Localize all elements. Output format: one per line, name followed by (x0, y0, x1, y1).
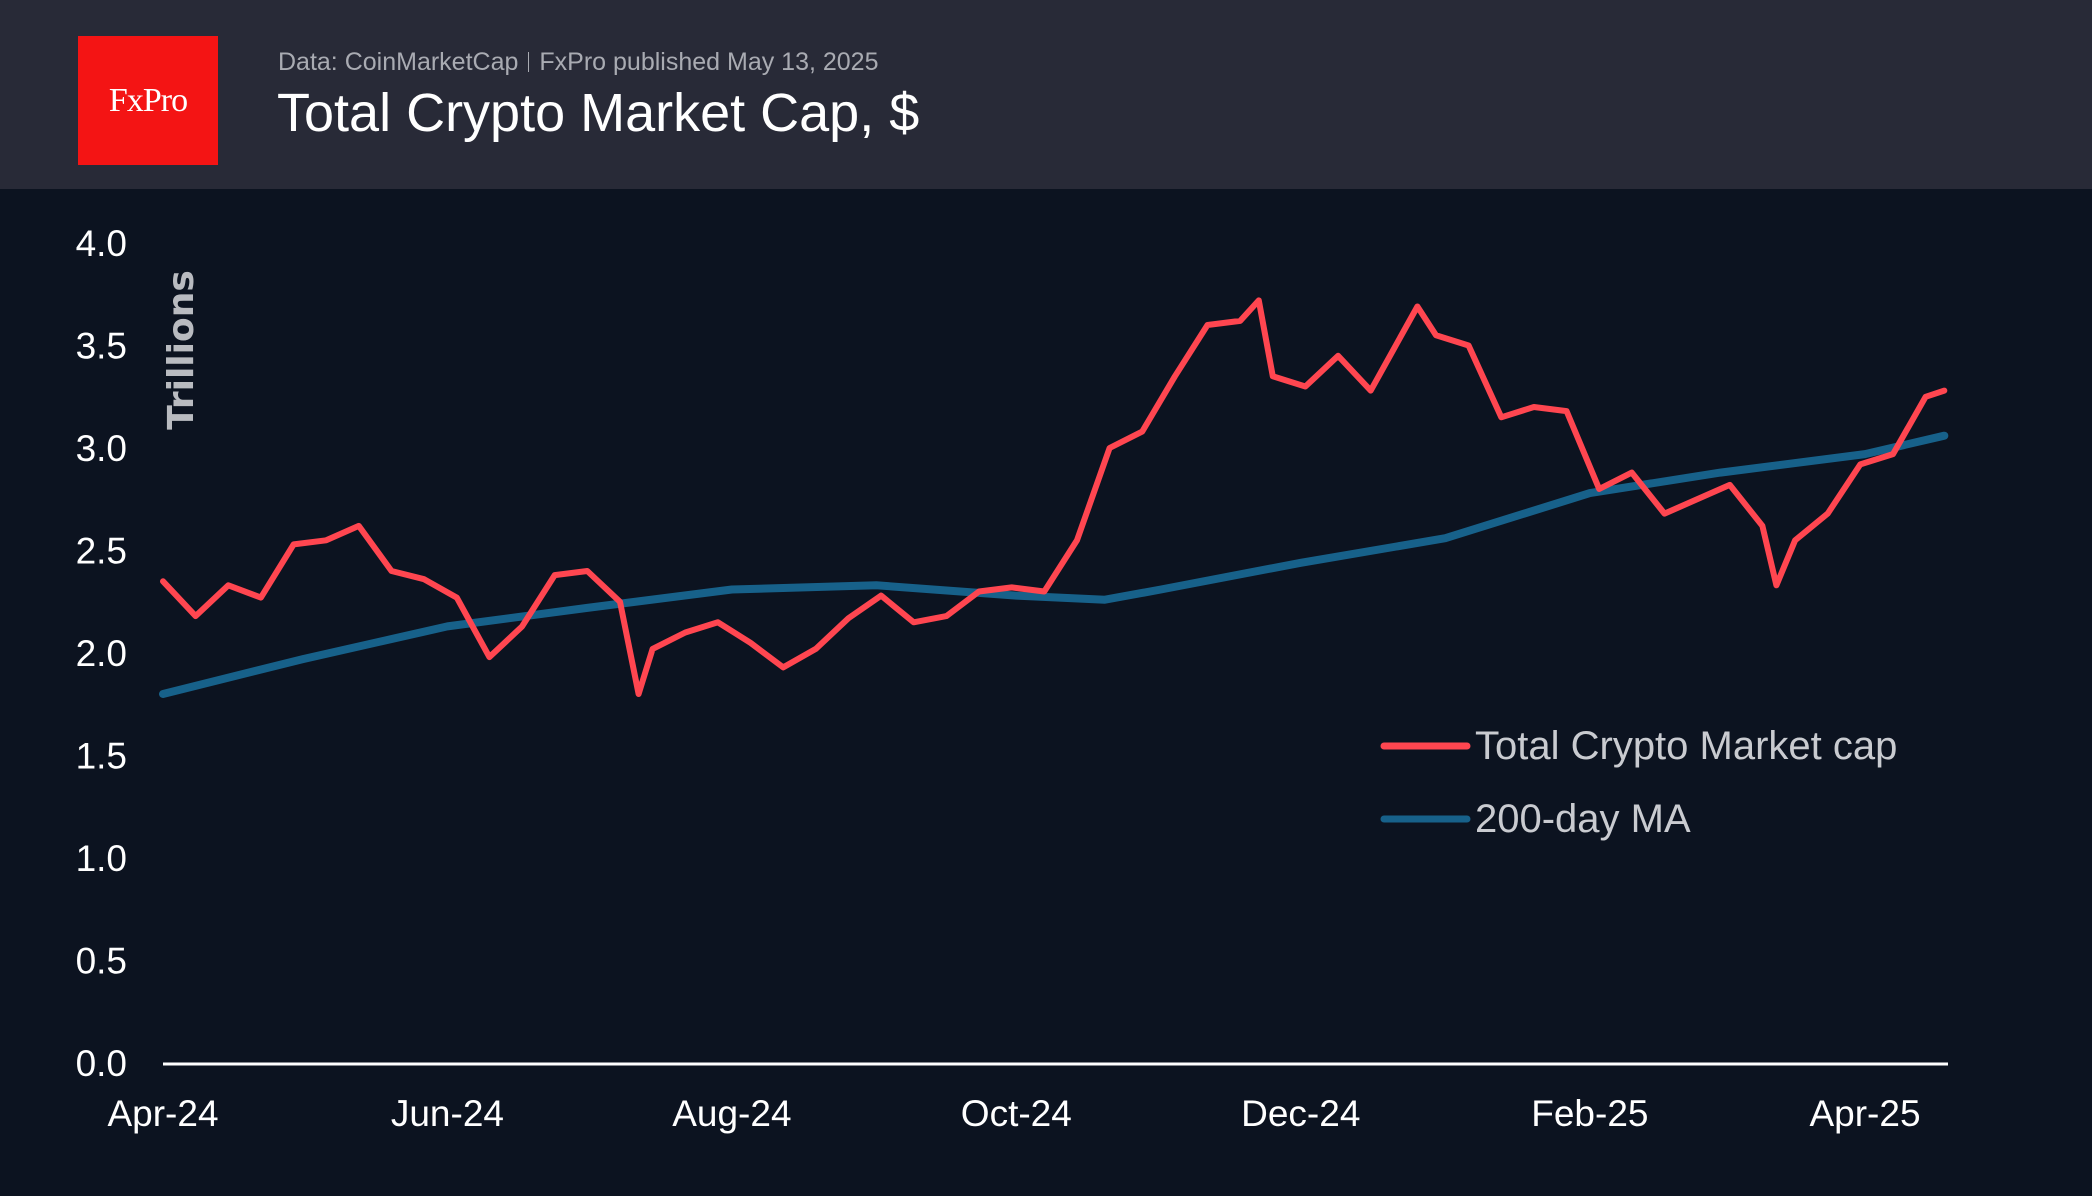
x-tick-label: Aug-24 (672, 1093, 791, 1134)
y-tick-label: 2.0 (76, 633, 127, 674)
y-axis-label: Trillions (161, 270, 202, 430)
y-tick-label: 1.0 (76, 838, 127, 879)
x-tick-label: Jun-24 (391, 1093, 504, 1134)
x-tick-label: Feb-25 (1531, 1093, 1648, 1134)
subtitle: Data: CoinMarketCap FxPro published May 1… (278, 48, 878, 77)
legend: Total Crypto Market cap 200-day MA (1380, 724, 1897, 841)
y-tick-label: 2.5 (76, 531, 127, 572)
y-tick-label: 0.5 (76, 941, 127, 982)
separator (528, 52, 530, 72)
y-tick-label: 4.0 (76, 223, 127, 264)
source-text: Data: CoinMarketCap (278, 48, 519, 76)
x-tick-label: Oct-24 (961, 1093, 1072, 1134)
y-tick-label: 1.5 (76, 736, 127, 777)
logo-text: FxPro (108, 81, 188, 119)
chart-title: Total Crypto Market Cap, $ (277, 83, 920, 143)
fxpro-logo: FxPro (78, 36, 218, 165)
y-tick-label: 3.5 (76, 326, 127, 367)
x-tick-label: Apr-25 (1809, 1093, 1920, 1134)
legend-label-ma: 200-day MA (1475, 797, 1691, 841)
y-tick-label: 0.0 (76, 1043, 127, 1084)
y-tick-label: 3.0 (76, 428, 127, 469)
x-tick-label: Dec-24 (1241, 1093, 1360, 1134)
market-cap-series-line (160, 297, 1948, 697)
ma-series-line (159, 431, 1949, 698)
x-tick-label: Apr-24 (107, 1093, 218, 1134)
header: FxPro Data: CoinMarketCap FxPro published… (0, 0, 2092, 189)
legend-label-market-cap: Total Crypto Market cap (1475, 724, 1897, 768)
publisher-text: FxPro published May 13, 2025 (539, 48, 879, 76)
